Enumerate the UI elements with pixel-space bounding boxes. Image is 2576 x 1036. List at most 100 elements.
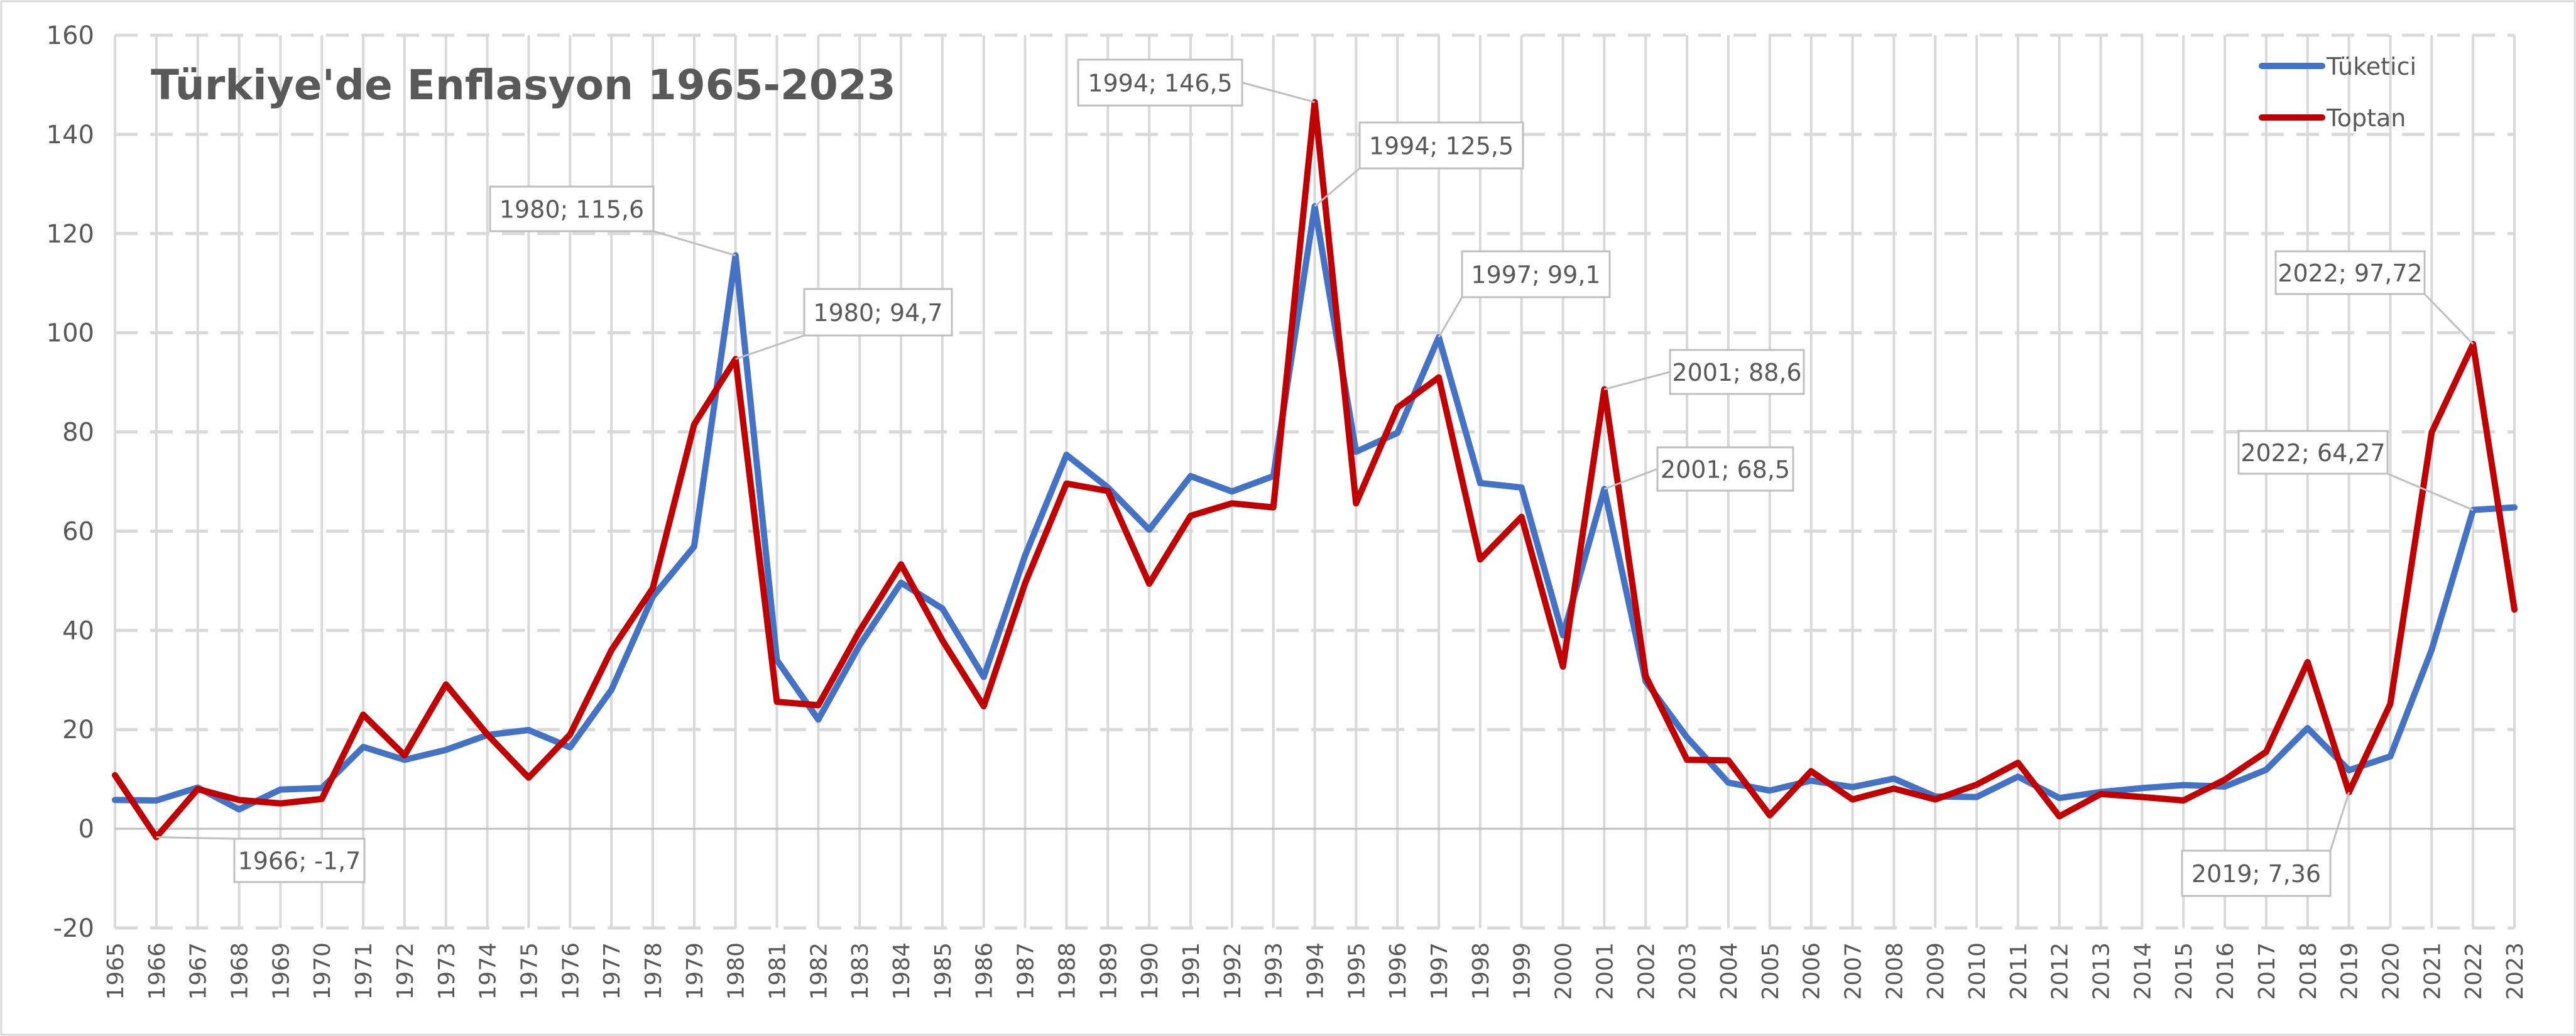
annotation-leader-line <box>1242 82 1315 104</box>
annotation-leader-line <box>156 836 235 840</box>
annotation-leader-line <box>2387 472 2474 511</box>
x-tick-label: 1972 <box>393 942 418 1000</box>
x-tick-label: 1993 <box>1262 942 1287 1000</box>
annotation-label: 1980; 115,6 <box>499 196 644 224</box>
legend[interactable]: Tüketici Toptan <box>2259 53 2416 132</box>
x-tick-label: 2014 <box>2130 942 2156 1000</box>
annotation-box <box>1358 121 1524 170</box>
x-tick-label: 1990 <box>1137 942 1163 1000</box>
y-tick-label: 20 <box>62 716 94 744</box>
x-tick-label: 2022 <box>2461 942 2487 1000</box>
annotation-leader-line <box>1438 297 1463 338</box>
x-tick-label: 1968 <box>227 942 253 1000</box>
annotation-box <box>233 837 366 883</box>
x-tick-label: 2018 <box>2296 942 2322 1000</box>
annotation-label: 2022; 97,72 <box>2278 259 2422 287</box>
x-tick-label: 1987 <box>1013 942 1039 1000</box>
y-tick-label: 60 <box>62 517 94 546</box>
x-tick-label: 1974 <box>476 942 501 1000</box>
x-tick-label: 1982 <box>806 942 832 1000</box>
x-tick-label: 1975 <box>516 942 542 1000</box>
x-tick-label: 1991 <box>1179 942 1204 1000</box>
series-line-tuketici <box>112 203 2518 813</box>
x-tick-label: 2017 <box>2254 942 2280 1000</box>
x-tick-label: 1971 <box>351 942 377 1000</box>
x-tick-label: 1967 <box>186 942 212 1000</box>
annotation-label: 1997; 99,1 <box>1471 261 1600 289</box>
annotation-box <box>1077 58 1243 107</box>
x-tick-label: 2013 <box>2089 942 2115 1000</box>
annotation-box <box>803 288 953 337</box>
x-tick-label: 2021 <box>2420 942 2445 1000</box>
series-lines <box>112 99 2518 841</box>
annotation-leader-line <box>735 334 805 360</box>
x-tick-label: 1995 <box>1344 942 1370 1000</box>
x-tick-label: 1979 <box>682 942 708 1000</box>
x-tick-label: 1998 <box>1468 942 1494 1000</box>
legend-label: Toptan <box>2326 104 2406 132</box>
x-tick-label: 1983 <box>848 942 873 1000</box>
y-tick-label: 120 <box>46 220 94 249</box>
annotation-box <box>489 185 655 232</box>
x-tick-label: 2007 <box>1840 942 1866 1000</box>
x-tick-label: 2010 <box>1965 942 1990 1000</box>
annotation-label: 2022; 64,27 <box>2240 439 2385 467</box>
x-tick-label: 2011 <box>2006 942 2032 1000</box>
annotation-box <box>2274 250 2426 295</box>
x-tick-label: 2003 <box>1675 942 1701 1000</box>
annotation-box <box>2181 849 2332 897</box>
x-tick-label: 2001 <box>1592 942 1618 1000</box>
x-tick-label: 1996 <box>1385 942 1411 1000</box>
x-axis-ticks: 1965 1966 1967 1968 1969 1970 1971 1972 1973 1974… <box>103 942 2528 1000</box>
annotation-label: 2001; 68,5 <box>1661 456 1790 484</box>
x-tick-label: 2006 <box>1799 942 1825 1000</box>
data-annotations: 1966; -1,7 1980; 115,6 1980; 94,7 1994; 146… <box>156 58 2474 897</box>
y-tick-label: 80 <box>62 418 94 447</box>
y-tick-label: 160 <box>46 21 94 50</box>
x-tick-label: 1965 <box>103 942 129 1000</box>
x-tick-label: 1981 <box>765 942 791 1000</box>
x-tick-label: 2004 <box>1716 942 1742 1000</box>
x-tick-label: 1970 <box>310 942 336 1000</box>
x-tick-label: 1997 <box>1427 942 1453 1000</box>
annotation-box <box>1656 446 1794 492</box>
series-line-toptan <box>112 99 2518 841</box>
x-tick-label: 2000 <box>1551 942 1577 1000</box>
x-tick-label: 1977 <box>599 942 625 1000</box>
x-tick-label: 1992 <box>1220 942 1246 1000</box>
x-tick-label: 2005 <box>1758 942 1784 1000</box>
x-tick-label: 1973 <box>434 942 460 1000</box>
y-tick-label: 100 <box>46 319 94 348</box>
annotation-leader-line <box>2329 792 2350 851</box>
x-tick-label: 2019 <box>2337 942 2363 1000</box>
annotation-label: 2019; 7,36 <box>2191 860 2321 888</box>
x-tick-label: 1989 <box>1096 942 1122 1000</box>
y-tick-label: 140 <box>46 121 94 150</box>
x-tick-label: 2009 <box>1923 942 1949 1000</box>
annotation-box <box>2237 430 2389 475</box>
x-tick-label: 1980 <box>724 942 750 1000</box>
annotation-leader-line <box>1314 167 1360 207</box>
x-tick-label: 1986 <box>972 942 998 1000</box>
x-tick-label: 2008 <box>1882 942 1907 1000</box>
x-tick-label: 2016 <box>2213 942 2239 1000</box>
x-tick-label: 2012 <box>2048 942 2073 1000</box>
x-tick-label: 1985 <box>931 942 956 1000</box>
y-tick-label: -20 <box>53 914 94 943</box>
annotation-label: 1980; 94,7 <box>813 299 942 327</box>
x-tick-label: 2023 <box>2502 942 2528 1000</box>
y-tick-label: 40 <box>62 616 94 645</box>
y-tick-label: 0 <box>79 815 94 844</box>
annotation-label: 2001; 88,6 <box>1672 359 1801 386</box>
x-tick-label: 1994 <box>1303 942 1329 1000</box>
x-tick-label: 1978 <box>641 942 667 1000</box>
annotation-label: 1994; 125,5 <box>1369 133 1514 160</box>
x-tick-label: 1988 <box>1054 942 1080 1000</box>
x-tick-label: 2015 <box>2171 942 2197 1000</box>
x-tick-label: 1999 <box>1510 942 1536 1000</box>
annotation-box <box>1461 250 1611 298</box>
annotation-leader-line <box>653 230 736 256</box>
